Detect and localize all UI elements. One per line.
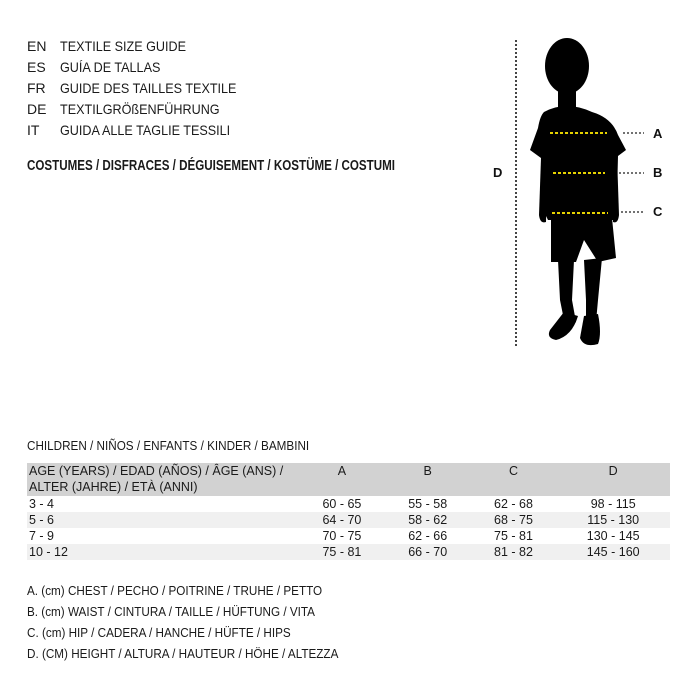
table-title: CHILDREN / NIÑOS / ENFANTS / KINDER / BA… xyxy=(27,438,310,453)
lang-label: GUIDA ALLE TAGLIE TESSILI xyxy=(60,122,231,138)
measure-lines xyxy=(550,132,608,214)
lang-code: IT xyxy=(27,122,40,138)
col-header-c: C xyxy=(508,464,518,478)
table-row: 7 - 9 70 - 75 62 - 66 75 - 81 130 - 145 xyxy=(27,528,670,544)
cell-b: 62 - 66 xyxy=(408,529,448,543)
lang-label: GUÍA DE TALLAS xyxy=(60,59,161,75)
cell-c: 75 - 81 xyxy=(494,529,533,543)
lang-label: TEXTILE SIZE GUIDE xyxy=(60,38,187,54)
size-table: AGE (YEARS) / EDAD (AÑOS) / ÂGE (ANS) / A… xyxy=(27,463,670,560)
lang-label: TEXTILGRÖßENFÜHRUNG xyxy=(60,101,220,117)
table-row: 3 - 4 60 - 65 55 - 58 62 - 68 98 - 115 xyxy=(27,496,670,512)
lang-code: ES xyxy=(27,59,46,75)
cell-age: 5 - 6 xyxy=(29,513,55,527)
cell-d: 115 - 130 xyxy=(587,513,640,527)
category-heading: COSTUMES / DISFRACES / DÉGUISEMENT / KOS… xyxy=(27,158,395,174)
cell-d: 130 - 145 xyxy=(586,529,640,543)
legend-d: D. (CM) HEIGHT / ALTURA / HAUTEUR / HÖHE… xyxy=(27,646,339,661)
cell-b: 66 - 70 xyxy=(408,545,448,559)
table-row: 10 - 12 75 - 81 66 - 70 81 - 82 145 - 160 xyxy=(27,544,670,560)
cell-c: 81 - 82 xyxy=(494,545,533,559)
lang-code: FR xyxy=(27,80,46,96)
lang-code: DE xyxy=(27,101,47,117)
cell-a: 60 - 65 xyxy=(322,497,362,511)
cell-age: 7 - 9 xyxy=(29,529,55,543)
age-header: AGE (YEARS) / EDAD (AÑOS) / ÂGE (ANS) / A… xyxy=(27,463,299,496)
cell-d: 98 - 115 xyxy=(590,497,636,511)
cell-a: 64 - 70 xyxy=(322,513,362,527)
col-header-a: A xyxy=(337,464,347,478)
age-header-line2: ALTER (JAHRE) / ETÀ (ANNI) xyxy=(29,480,198,494)
child-measurement-figure: D A B C xyxy=(493,38,663,346)
cell-b: 58 - 62 xyxy=(408,513,448,527)
label-c: C xyxy=(653,204,663,219)
col-header-b: B xyxy=(423,464,432,478)
legend-c: C. (cm) HIP / CADERA / HANCHE / HÜFTE / … xyxy=(27,625,291,640)
legend-b: B. (cm) WAIST / CINTURA / TAILLE / HÜFTU… xyxy=(27,604,315,619)
cell-d: 145 - 160 xyxy=(586,545,640,559)
cell-a: 75 - 81 xyxy=(322,545,362,559)
label-d: D xyxy=(493,165,502,180)
label-b: B xyxy=(653,165,662,180)
lang-label: GUIDE DES TAILLES TEXTILE xyxy=(60,80,237,96)
cell-age: 3 - 4 xyxy=(29,497,55,511)
table-row: 5 - 6 64 - 70 58 - 62 68 - 75 115 - 130 xyxy=(27,512,670,528)
cell-b: 55 - 58 xyxy=(408,497,448,511)
cell-c: 62 - 68 xyxy=(494,497,533,511)
lang-code: EN xyxy=(27,38,47,54)
col-header-d: D xyxy=(608,464,618,478)
age-header-line1: AGE (YEARS) / EDAD (AÑOS) / ÂGE (ANS) / xyxy=(29,464,284,478)
label-a: A xyxy=(653,126,663,141)
cell-a: 70 - 75 xyxy=(322,529,362,543)
cell-c: 68 - 75 xyxy=(494,513,533,527)
cell-age: 10 - 12 xyxy=(29,545,68,559)
legend-a: A. (cm) CHEST / PECHO / POITRINE / TRUHE… xyxy=(27,583,323,598)
table-header-row: AGE (YEARS) / EDAD (AÑOS) / ÂGE (ANS) / A… xyxy=(27,463,670,496)
child-silhouette-icon xyxy=(530,38,626,346)
